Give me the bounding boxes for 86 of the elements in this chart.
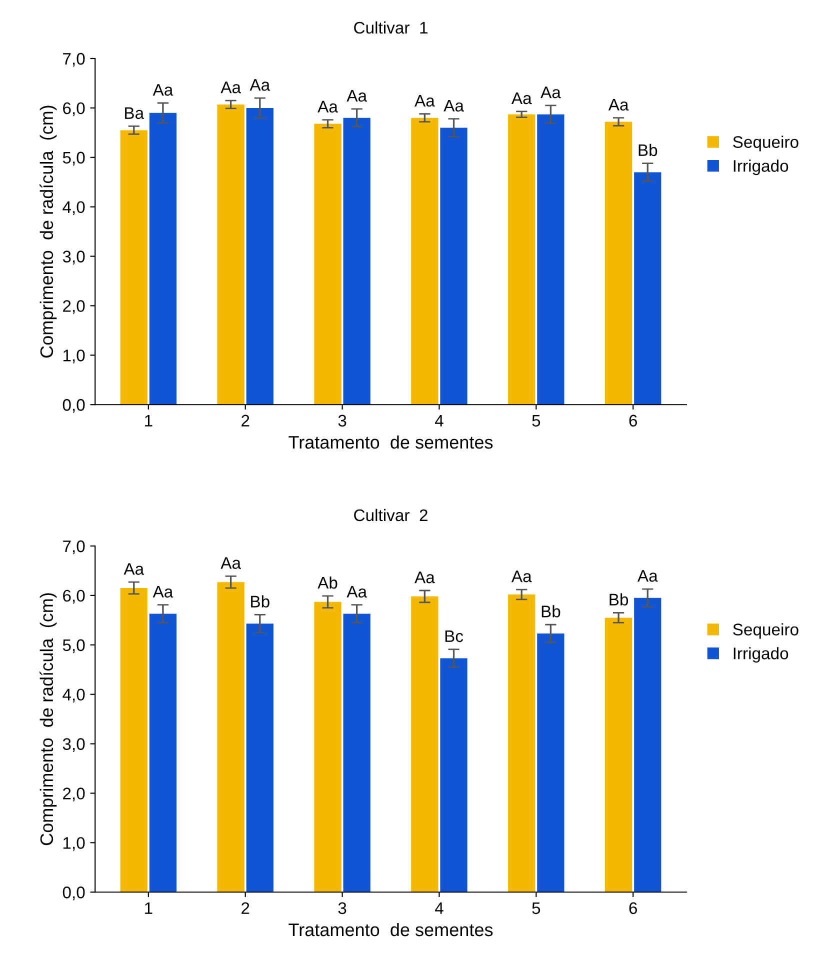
data-label: Aa [346,586,368,598]
x-tick-label: 3 [338,902,346,914]
data-label: Bb [251,595,270,608]
bar [149,614,177,892]
legend-label: Irrigado [734,160,788,176]
legend-label: Sequeiro [733,136,798,152]
bar [411,596,438,892]
y-tick-label: 4,0 [62,201,85,216]
bar [411,118,438,405]
data-label: Aa [608,98,629,111]
y-tick-label: 3,0 [62,250,85,264]
x-tick-label: 4 [434,902,444,914]
x-tick-label: 6 [629,414,637,427]
y-axis-title: Comprimento de radícula (cm) [40,593,57,846]
bar [149,112,177,405]
x-tick-label: 4 [434,414,444,426]
bar [246,108,274,405]
y-tick-label: 7,0 [63,540,85,554]
data-label: Aa [540,86,561,98]
data-label: Ab [318,576,338,589]
x-tick-label: 5 [532,414,540,427]
data-label: Aa [318,100,338,113]
x-tick-label: 1 [145,902,152,914]
data-label: Aa [346,90,368,102]
bar [604,122,632,405]
data-label: Aa [152,84,174,96]
bar [343,614,370,892]
y-tick-label: 2,0 [63,788,85,802]
x-tick-label: 2 [242,414,250,426]
data-label: Bb [610,593,628,606]
bar [537,114,564,405]
chart-title: Cultivar 2 [354,508,428,522]
bar [343,118,370,405]
y-tick-label: 7,0 [63,52,85,67]
data-label: Aa [414,95,435,107]
y-tick-label: 4,0 [62,688,85,703]
y-axis-title: Comprimento de radícula (cm) [40,106,57,358]
bar [508,594,536,892]
bar [440,658,468,892]
data-label: Aa [511,92,532,104]
y-tick-label: 6,0 [63,590,85,604]
y-tick-label: 5,0 [62,152,85,166]
y-tick-label: 1,0 [63,837,85,851]
bar [246,624,274,892]
y-tick-label: 5,0 [62,639,85,654]
data-label: Bb [638,144,658,156]
data-label: Aa [152,586,174,598]
bar [217,582,244,892]
data-label: Aa [511,570,532,582]
bar [440,128,468,405]
chart-title: Cultivar 1 [354,21,428,34]
data-label: Aa [220,82,242,94]
bar [314,602,342,892]
y-tick-label: 0,0 [62,399,85,413]
bar [604,618,632,892]
bar [537,634,564,892]
x-axis-title: Tratamento de sementes [288,922,493,936]
data-label: Bc [445,630,464,642]
y-tick-label: 2,0 [63,300,85,314]
x-tick-label: 3 [338,414,346,427]
y-tick-label: 1,0 [63,350,85,364]
legend-label: Irrigado [734,647,788,663]
bar [120,588,148,892]
bar [314,124,342,405]
data-label: Aa [444,100,464,112]
bar [634,598,662,892]
bar [634,172,662,405]
legend-label: Sequeiro [733,623,798,639]
y-tick-label: 0,0 [62,886,85,900]
data-label: Aa [220,557,242,569]
data-label: Bb [542,605,560,618]
x-tick-label: 2 [242,902,250,914]
data-label: Aa [124,563,144,575]
y-tick-label: 6,0 [63,102,85,116]
data-label: Ba [125,107,144,119]
bar [217,104,244,405]
x-tick-label: 5 [532,902,540,914]
x-tick-label: 1 [145,414,152,426]
bar [120,130,148,405]
x-tick-label: 6 [629,902,637,914]
bar [508,114,536,405]
x-axis-title: Tratamento de sementes [288,435,493,449]
data-label: Aa [637,570,658,582]
data-label: Aa [250,79,270,91]
data-label: Aa [414,572,435,584]
y-tick-label: 3,0 [62,738,85,752]
